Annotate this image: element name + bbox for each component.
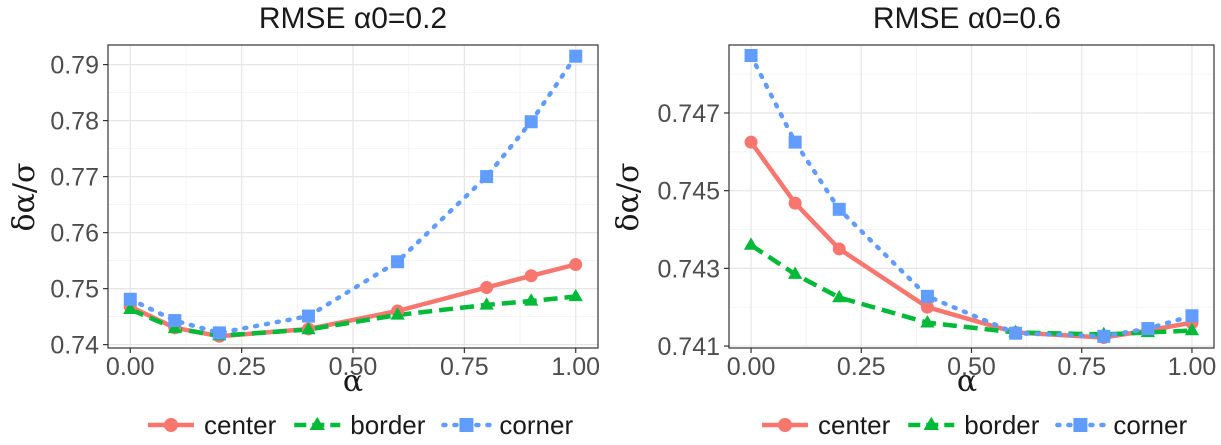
left-grid <box>108 45 598 348</box>
legend-left: center border corner <box>148 410 573 440</box>
x-tick-label: 0.50 <box>947 353 996 381</box>
data-point-border <box>787 266 803 279</box>
data-point-center <box>788 196 802 210</box>
x-tick-label: 0.25 <box>837 353 886 381</box>
data-point-corner <box>480 170 494 184</box>
x-axis-label-left: α <box>343 364 363 399</box>
y-tick-label: 0.74 <box>50 332 99 360</box>
data-point-border <box>568 288 583 302</box>
data-point-corner <box>301 309 315 323</box>
data-point-border <box>920 315 935 328</box>
y-axis-label-left: δα/σ <box>7 163 42 232</box>
chart-title-left: RMSE α0=0.2 <box>259 2 447 35</box>
data-point-corner <box>123 292 137 306</box>
data-point-border <box>390 307 405 320</box>
left-xticks: 0.00 0.25 0.50 0.75 1.00 <box>106 348 600 381</box>
data-point-center <box>920 300 934 314</box>
right-yticks: 0.741 0.743 0.745 0.747 <box>657 100 729 361</box>
legend-label: border <box>350 410 425 440</box>
x-tick-label: 0.50 <box>329 353 378 381</box>
legend-label: center <box>818 410 891 440</box>
data-point-corner <box>524 115 538 129</box>
legend-item-border: border <box>908 410 1040 440</box>
y-tick-label: 0.79 <box>50 52 99 80</box>
left-yticks: 0.74 0.75 0.76 0.77 0.78 0.79 <box>50 52 108 360</box>
y-tick-label: 0.77 <box>50 164 99 192</box>
data-point-corner <box>168 314 182 328</box>
y-tick-label: 0.741 <box>657 333 720 361</box>
legend-label: corner <box>1113 410 1187 440</box>
data-point-border <box>123 301 138 315</box>
legend-label: center <box>204 410 277 440</box>
data-point-corner <box>569 49 583 63</box>
data-point-corner <box>788 135 802 149</box>
data-point-border <box>479 297 494 310</box>
legend-key-marker <box>923 416 939 431</box>
x-tick-label: 0.75 <box>1057 353 1106 381</box>
x-tick-label: 0.00 <box>727 353 776 381</box>
data-point-center <box>480 281 494 295</box>
right-grid <box>729 45 1214 348</box>
chart-panel-right: RMSE α0=0.6 0.741 0.743 0.745 0.747 0.00 0.2… <box>611 2 1216 399</box>
data-point-border <box>832 289 847 303</box>
data-point-corner <box>832 202 846 216</box>
y-tick-label: 0.747 <box>657 100 720 128</box>
data-point-border <box>301 321 316 335</box>
x-tick-label: 0.75 <box>440 353 489 381</box>
legend-label: corner <box>499 410 573 440</box>
chart-title-right: RMSE α0=0.6 <box>873 2 1061 35</box>
data-point-border <box>743 237 759 250</box>
y-axis-label-right: δα/σ <box>611 163 646 232</box>
legend-key-marker <box>459 418 474 432</box>
right-xticks: 0.00 0.25 0.50 0.75 1.00 <box>727 348 1217 381</box>
y-tick-label: 0.78 <box>50 108 99 136</box>
series-line-border <box>129 294 576 338</box>
y-tick-label: 0.76 <box>50 220 99 248</box>
legend-right: center border corner <box>762 410 1187 440</box>
data-point-corner <box>744 48 758 62</box>
data-point-corner <box>391 255 405 269</box>
legend-item-center: center <box>148 410 277 440</box>
data-point-border <box>1184 322 1200 336</box>
data-point-corner <box>1097 329 1111 343</box>
left-series <box>123 49 583 343</box>
x-tick-label: 1.00 <box>1168 353 1217 381</box>
legend-key-marker <box>778 418 792 432</box>
legend-key-marker <box>309 416 325 431</box>
x-tick-label: 0.25 <box>217 353 266 381</box>
legend-key-marker <box>164 418 178 432</box>
data-point-center <box>569 258 583 272</box>
data-point-corner <box>1009 326 1023 340</box>
x-tick-label: 1.00 <box>551 353 600 381</box>
data-point-corner <box>1185 309 1199 323</box>
chart-panel-left: RMSE α0=0.2 0.74 0.75 0.76 0.77 0.78 0.79 0.0… <box>7 2 600 399</box>
data-point-center <box>832 242 846 256</box>
legend-item-border: border <box>294 410 426 440</box>
legend-label: border <box>964 410 1039 440</box>
x-tick-label: 0.00 <box>106 353 155 381</box>
series-line-corner <box>748 53 1195 339</box>
legend-item-corner: corner <box>1055 410 1187 440</box>
y-tick-label: 0.745 <box>657 178 720 206</box>
data-point-corner <box>1141 322 1155 336</box>
legend-key-marker <box>1073 418 1088 432</box>
data-point-center <box>744 135 758 149</box>
x-axis-label-right: α <box>957 364 977 399</box>
y-tick-label: 0.75 <box>50 276 99 304</box>
data-point-corner <box>212 326 226 340</box>
data-point-corner <box>920 289 934 303</box>
series-line-corner <box>128 53 578 336</box>
legend-item-corner: corner <box>441 410 573 440</box>
right-series <box>743 48 1200 345</box>
series-line-border <box>749 243 1193 337</box>
data-point-border <box>524 293 539 306</box>
data-point-center <box>524 269 538 283</box>
y-tick-label: 0.743 <box>657 255 720 283</box>
legend-item-center: center <box>762 410 891 440</box>
